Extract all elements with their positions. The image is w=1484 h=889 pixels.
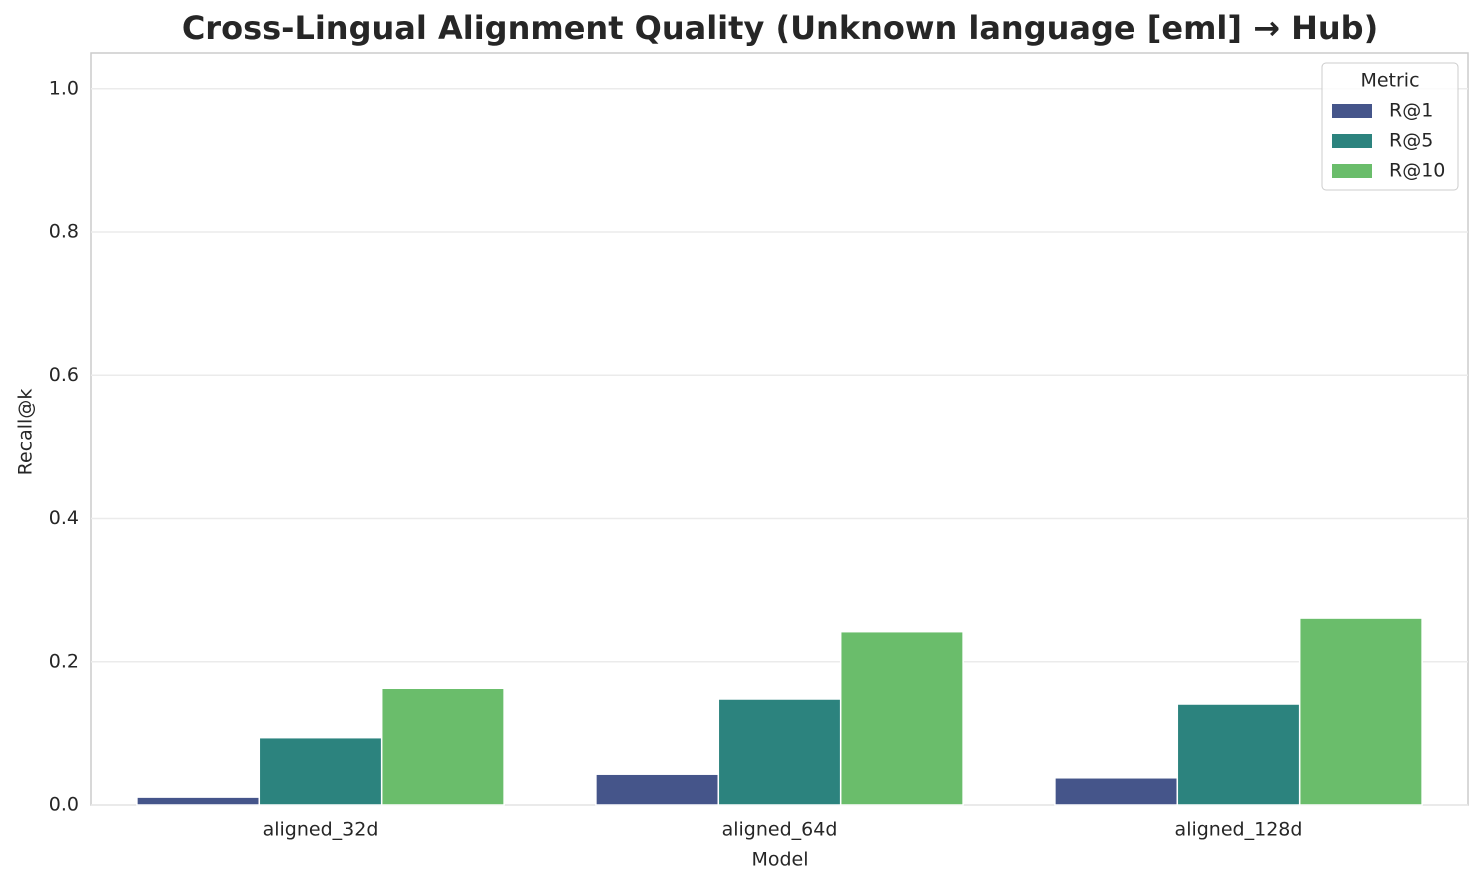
- bar: [380, 687, 505, 806]
- bar: [595, 773, 720, 806]
- legend-label: R@5: [1389, 130, 1433, 152]
- legend: Metric R@1 R@5 R@10: [1321, 62, 1459, 191]
- legend-swatch: [1332, 164, 1372, 178]
- x-tick-label: aligned_64d: [722, 819, 838, 841]
- bar: [717, 698, 842, 806]
- chart-title: Cross-Lingual Alignment Quality (Unknown…: [182, 9, 1378, 47]
- y-tick-label: 1.0: [49, 77, 79, 99]
- bar: [136, 796, 261, 806]
- y-tick-label: 0.6: [49, 364, 79, 386]
- y-tick-label: 0.8: [49, 221, 79, 243]
- legend-label: R@10: [1389, 160, 1445, 182]
- legend-label: R@1: [1389, 100, 1433, 122]
- y-tick-label: 0.4: [49, 507, 79, 529]
- y-tick-label: 0.2: [49, 650, 79, 672]
- bar: [1298, 617, 1423, 806]
- y-tick-label: 0.0: [49, 794, 79, 816]
- bar: [258, 736, 383, 806]
- bar: [1176, 703, 1301, 806]
- bars: aligned_32d aligned_64d aligned_128d: [136, 617, 1423, 841]
- bar: [1054, 777, 1179, 806]
- x-tick-label: aligned_32d: [263, 819, 379, 841]
- plot-area: [90, 52, 1469, 806]
- x-tick-label: aligned_128d: [1175, 819, 1303, 841]
- legend-swatch: [1332, 134, 1372, 148]
- legend-box: [1321, 62, 1459, 191]
- bar: [839, 630, 964, 806]
- y-axis-label: Recall@k: [15, 389, 37, 476]
- legend-title: Metric: [1360, 70, 1419, 92]
- x-axis-label: Model: [751, 849, 808, 871]
- legend-swatch: [1332, 104, 1372, 118]
